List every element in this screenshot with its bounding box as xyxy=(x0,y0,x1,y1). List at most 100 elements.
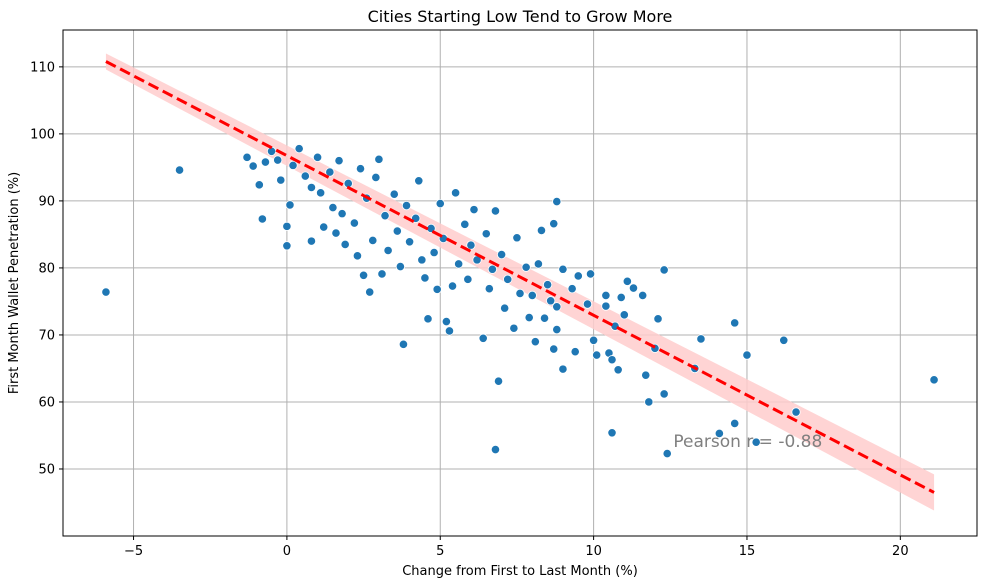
plot-frame xyxy=(62,29,978,537)
data-point xyxy=(730,418,740,429)
data-point xyxy=(325,167,335,177)
data-point xyxy=(355,164,366,174)
data-point xyxy=(257,214,267,224)
data-point xyxy=(432,284,442,294)
data-point xyxy=(466,240,476,250)
data-point xyxy=(282,221,292,231)
data-point xyxy=(607,428,617,438)
data-point xyxy=(450,188,461,198)
data-point xyxy=(552,324,562,335)
data-point xyxy=(447,281,458,291)
data-point xyxy=(349,218,359,228)
y-tick-label: 90 xyxy=(38,194,55,209)
data-point xyxy=(294,144,304,154)
data-points xyxy=(101,144,939,459)
data-point xyxy=(496,249,507,260)
data-point xyxy=(589,335,599,345)
data-point xyxy=(420,273,430,283)
data-point xyxy=(543,280,553,290)
data-point xyxy=(340,239,350,250)
data-point xyxy=(484,284,494,294)
data-point xyxy=(334,156,344,166)
data-point xyxy=(404,237,415,247)
data-point xyxy=(570,347,580,357)
data-point xyxy=(696,334,706,344)
data-point xyxy=(742,350,752,360)
data-point xyxy=(319,222,329,232)
data-point xyxy=(530,337,540,347)
x-tick-label: −5 xyxy=(124,544,143,559)
data-point xyxy=(444,326,455,336)
y-tick-label: 70 xyxy=(38,328,55,343)
x-axis-ticks: −5 0 5 10 15 20 xyxy=(124,536,909,559)
data-point xyxy=(441,316,451,327)
data-point xyxy=(306,182,317,193)
data-point xyxy=(478,333,488,343)
data-point xyxy=(300,171,310,181)
data-point xyxy=(463,274,473,284)
data-point xyxy=(254,180,264,190)
data-point xyxy=(352,251,363,261)
data-point xyxy=(558,264,568,274)
data-point xyxy=(260,157,271,167)
regression-fit-line xyxy=(105,60,935,494)
data-point xyxy=(644,397,654,407)
data-point xyxy=(380,211,390,221)
data-point xyxy=(503,274,513,284)
data-point xyxy=(567,284,577,294)
data-point xyxy=(435,198,445,209)
data-point xyxy=(500,303,510,313)
data-point xyxy=(358,270,369,280)
data-point xyxy=(585,269,596,279)
data-point xyxy=(751,437,761,447)
data-point xyxy=(622,276,632,286)
data-point xyxy=(266,146,277,156)
data-point xyxy=(316,188,326,198)
data-point xyxy=(582,299,593,309)
data-point xyxy=(337,209,347,219)
data-point xyxy=(288,160,298,170)
data-point xyxy=(527,290,537,300)
data-point xyxy=(929,375,939,385)
chart-title: Cities Starting Low Tend to Grow More xyxy=(368,7,673,26)
data-point xyxy=(607,355,617,365)
data-point xyxy=(328,203,338,213)
data-point xyxy=(331,228,341,238)
data-point xyxy=(490,444,501,455)
x-tick-label: 15 xyxy=(739,544,756,559)
data-point xyxy=(791,407,801,417)
data-point xyxy=(248,161,258,171)
data-point xyxy=(592,350,602,360)
x-tick-label: 5 xyxy=(436,544,444,559)
data-point xyxy=(662,448,672,459)
pearson-annotation: Pearson r = -0.88 xyxy=(673,432,822,452)
y-tick-label: 60 xyxy=(38,395,55,410)
data-point xyxy=(616,292,626,303)
data-point xyxy=(312,152,323,162)
data-point xyxy=(398,339,409,349)
x-tick-label: 0 xyxy=(283,544,291,559)
x-tick-label: 20 xyxy=(892,544,909,559)
data-point xyxy=(469,205,479,215)
data-point xyxy=(493,376,504,386)
data-point xyxy=(601,290,611,300)
data-point xyxy=(490,206,501,216)
data-point xyxy=(282,241,292,251)
y-axis-ticks: 50 60 70 80 90 100 110 xyxy=(30,60,63,477)
data-point xyxy=(371,172,381,183)
data-point xyxy=(524,312,534,323)
data-point xyxy=(460,219,470,229)
data-point xyxy=(638,290,648,300)
data-point xyxy=(546,296,556,306)
y-tick-label: 80 xyxy=(38,261,55,276)
data-point xyxy=(533,259,544,269)
y-axis-label: First Month Wallet Penetration (%) xyxy=(7,172,22,394)
data-point xyxy=(558,364,568,374)
data-point xyxy=(374,154,384,164)
data-point xyxy=(730,318,740,328)
data-point xyxy=(549,344,559,354)
data-point xyxy=(552,302,562,312)
data-point xyxy=(641,370,651,380)
data-point xyxy=(174,165,185,175)
data-point xyxy=(273,155,283,165)
